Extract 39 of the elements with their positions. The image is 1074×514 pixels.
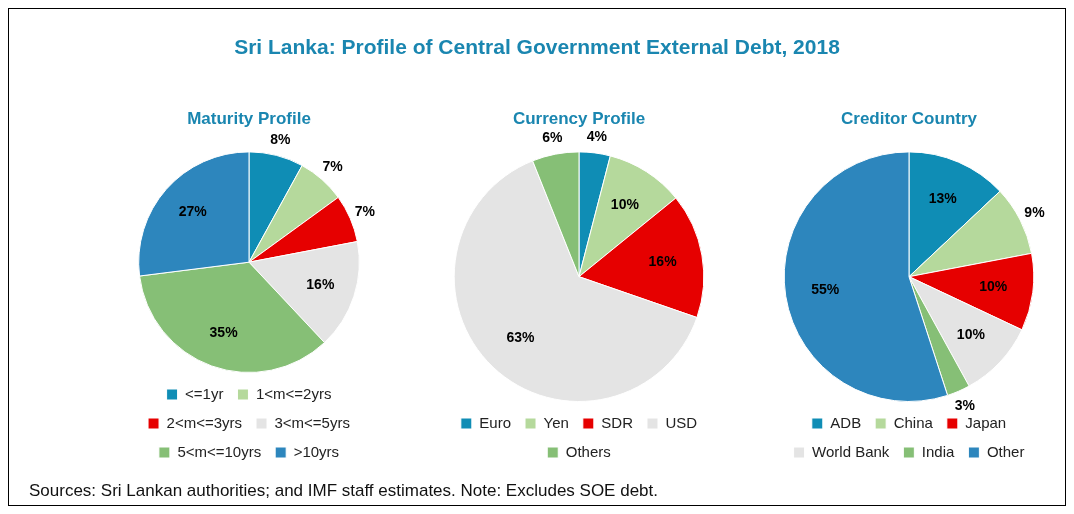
legend-label: India: [921, 442, 956, 460]
data-label: 16%: [648, 252, 678, 269]
data-label: 63%: [506, 328, 535, 345]
data-label: 7%: [322, 158, 344, 175]
legend-label: 5<m<=10yrs: [177, 442, 262, 460]
data-label: 10%: [979, 278, 1008, 295]
legend-label: <=1yr: [185, 384, 224, 402]
chart-title: Currency Profile: [512, 108, 646, 128]
text: Sri Lanka: Profile of Central Government External Debt, 2018: [233, 35, 841, 59]
legend-label: Japan: [965, 413, 1007, 431]
legend-label: USD: [665, 413, 698, 431]
legend-label: >10yrs: [293, 442, 340, 460]
data-label: 4%: [586, 127, 608, 144]
legend-label: SDR: [601, 413, 634, 431]
legend-label: ADB: [830, 413, 862, 431]
legend-label: Yen: [543, 413, 569, 431]
data-label: 9%: [1024, 203, 1046, 220]
data-label: 3%: [954, 396, 976, 413]
legend-label: China: [893, 413, 934, 431]
data-label: 6%: [542, 129, 564, 146]
legend-label: Other: [986, 442, 1025, 460]
data-label: 8%: [270, 130, 292, 147]
data-label: 27%: [178, 203, 208, 220]
source-note: Sources: Sri Lankan authorities; and IMF staff estimates. Note: Excludes SOE debt.: [29, 481, 658, 501]
data-label: 35%: [209, 323, 239, 340]
data-label: 10%: [956, 325, 986, 342]
data-label: 55%: [811, 280, 840, 297]
data-label: 7%: [354, 202, 376, 219]
data-label: 10%: [610, 196, 640, 213]
chart-title: Creditor Country: [841, 108, 978, 128]
legend-label: 3<m<=5yrs: [274, 413, 350, 431]
legend-label: World Bank: [812, 442, 890, 460]
data-label: 16%: [306, 276, 335, 293]
legend-label: Others: [565, 442, 611, 460]
data-label: 13%: [928, 189, 958, 206]
legend-label: Euro: [479, 413, 512, 431]
legend-label: 1<m<=2yrs: [255, 384, 332, 402]
chart-title: Maturity Profile: [187, 108, 311, 128]
legend-label: 2<m<=3yrs: [166, 413, 243, 431]
